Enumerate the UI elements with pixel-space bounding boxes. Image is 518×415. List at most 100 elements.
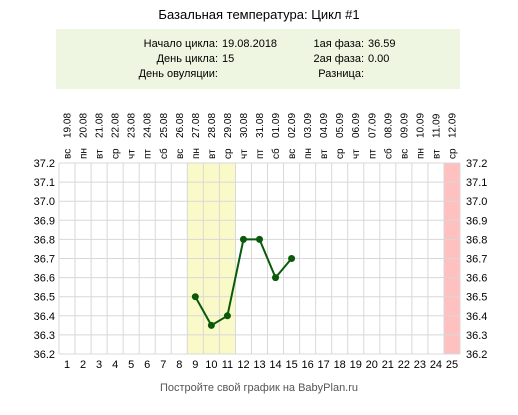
x-tick-day: 18 (334, 359, 346, 371)
y-tick-label-left: 37.0 (34, 196, 55, 208)
temperature-point (272, 274, 280, 282)
x-tick-date: 19.08 (63, 113, 74, 138)
y-tick-label-left: 36.8 (34, 234, 55, 246)
x-tick-day: 25 (446, 359, 458, 371)
x-tick-weekday: пт (143, 149, 154, 159)
x-tick-day: 15 (285, 359, 297, 371)
x-tick-day: 2 (80, 359, 86, 371)
x-tick-day: 11 (222, 359, 233, 371)
x-tick-weekday: сб (158, 148, 170, 159)
x-tick-weekday: вс (63, 149, 74, 159)
x-tick-date: 29.08 (223, 113, 234, 138)
x-tick-weekday: ср (447, 148, 458, 159)
x-tick-date: 05.09 (335, 113, 346, 138)
y-tick-label-left: 36.3 (34, 330, 55, 342)
x-tick-date: 28.08 (207, 113, 218, 138)
x-tick-day: 23 (414, 359, 426, 371)
x-tick-date: 24.08 (143, 113, 154, 138)
y-tick-label-right: 36.5 (466, 292, 487, 304)
x-tick-date: 06.09 (351, 113, 362, 138)
x-tick-day: 7 (160, 359, 166, 371)
y-tick-label-right: 36.6 (466, 273, 487, 285)
y-tick-label-right: 36.7 (466, 254, 487, 266)
temperature-point (256, 235, 263, 243)
phase1-value: 36.59 (368, 38, 396, 50)
x-tick-day: 19 (350, 359, 362, 371)
x-tick-day: 10 (205, 359, 217, 371)
x-tick-weekday: чт (127, 149, 138, 159)
x-tick-weekday: сб (382, 148, 394, 159)
phase2-label: 2ая фаза: (313, 53, 364, 65)
x-tick-date: 11.09 (431, 113, 442, 138)
chart-title: Базальная температура: Цикл #1 (158, 7, 360, 22)
cycle-start-value: 19.08.2018 (222, 38, 278, 50)
footer-note: Постройте свой график на BabyPlan.ru (159, 382, 359, 394)
y-tick-label-left: 36.2 (34, 349, 55, 361)
y-tick-label-right: 36.3 (466, 330, 487, 342)
temperature-point (191, 293, 199, 301)
x-tick-weekday: вт (319, 149, 330, 159)
x-tick-day: 6 (144, 359, 150, 371)
x-tick-date: 27.08 (191, 113, 202, 138)
ovulation-day-label: День овуляции: (138, 68, 218, 80)
y-tick-label-right: 37.2 (466, 158, 487, 170)
x-tick-weekday: пн (303, 148, 314, 159)
x-tick-day: 13 (253, 359, 265, 371)
x-tick-day: 17 (318, 359, 330, 371)
y-tick-label-left: 37.1 (34, 177, 55, 189)
temperature-point (239, 235, 247, 243)
temperature-point (288, 255, 296, 262)
y-tick-label-left: 36.5 (34, 292, 55, 304)
x-tick-weekday: вс (399, 149, 410, 159)
x-tick-day: 8 (176, 359, 182, 371)
x-tick-date: 31.08 (255, 113, 266, 138)
x-tick-weekday: вт (207, 149, 218, 159)
x-tick-weekday: вт (431, 149, 442, 159)
x-tick-day: 5 (128, 359, 134, 371)
x-tick-weekday: чт (351, 149, 362, 159)
y-tick-label-left: 36.6 (34, 273, 55, 285)
x-tick-day: 12 (237, 359, 249, 371)
y-tick-label-right: 36.2 (466, 349, 487, 361)
x-tick-weekday: пн (191, 148, 202, 159)
x-tick-weekday: чт (239, 149, 250, 159)
y-tick-label-right: 36.4 (466, 311, 487, 323)
x-tick-weekday: сб (270, 148, 282, 159)
x-tick-weekday: пн (415, 148, 426, 159)
x-tick-weekday: ср (111, 148, 122, 159)
x-tick-date: 12.09 (447, 113, 458, 138)
x-tick-day: 9 (192, 359, 198, 371)
x-tick-day: 3 (96, 359, 102, 371)
cycle-day-value: 15 (222, 53, 235, 65)
temperature-point (223, 312, 231, 320)
x-tick-day: 4 (112, 359, 118, 371)
phase1-label: 1ая фаза: (313, 38, 364, 50)
temperature-point (207, 321, 215, 329)
x-tick-date: 03.09 (303, 113, 314, 138)
x-tick-weekday: ср (223, 148, 234, 159)
x-tick-weekday: пт (255, 149, 266, 159)
x-tick-date: 01.09 (271, 113, 282, 138)
y-tick-label-right: 37.1 (466, 177, 487, 189)
x-tick-weekday: вс (175, 149, 186, 159)
phase2-value: 0.00 (368, 53, 390, 65)
x-tick-day: 22 (398, 359, 410, 371)
x-tick-date: 10.09 (415, 113, 426, 138)
x-tick-weekday: вс (287, 149, 298, 159)
x-tick-day: 21 (382, 359, 394, 371)
x-tick-date: 09.09 (399, 113, 410, 138)
x-tick-day: 20 (366, 359, 378, 371)
x-tick-weekday: пн (79, 148, 90, 159)
y-tick-label-left: 37.2 (34, 158, 55, 170)
x-tick-day: 24 (430, 359, 442, 371)
x-tick-date: 25.08 (159, 113, 170, 138)
x-tick-day: 1 (64, 359, 70, 371)
cycle-day-label: День цикла: (156, 53, 218, 65)
y-tick-label-left: 36.4 (34, 311, 55, 323)
difference-label: Разница: (318, 68, 364, 80)
cycle-info-box (56, 29, 460, 89)
y-tick-label-right: 36.8 (466, 234, 487, 246)
x-tick-date: 26.08 (175, 113, 186, 138)
